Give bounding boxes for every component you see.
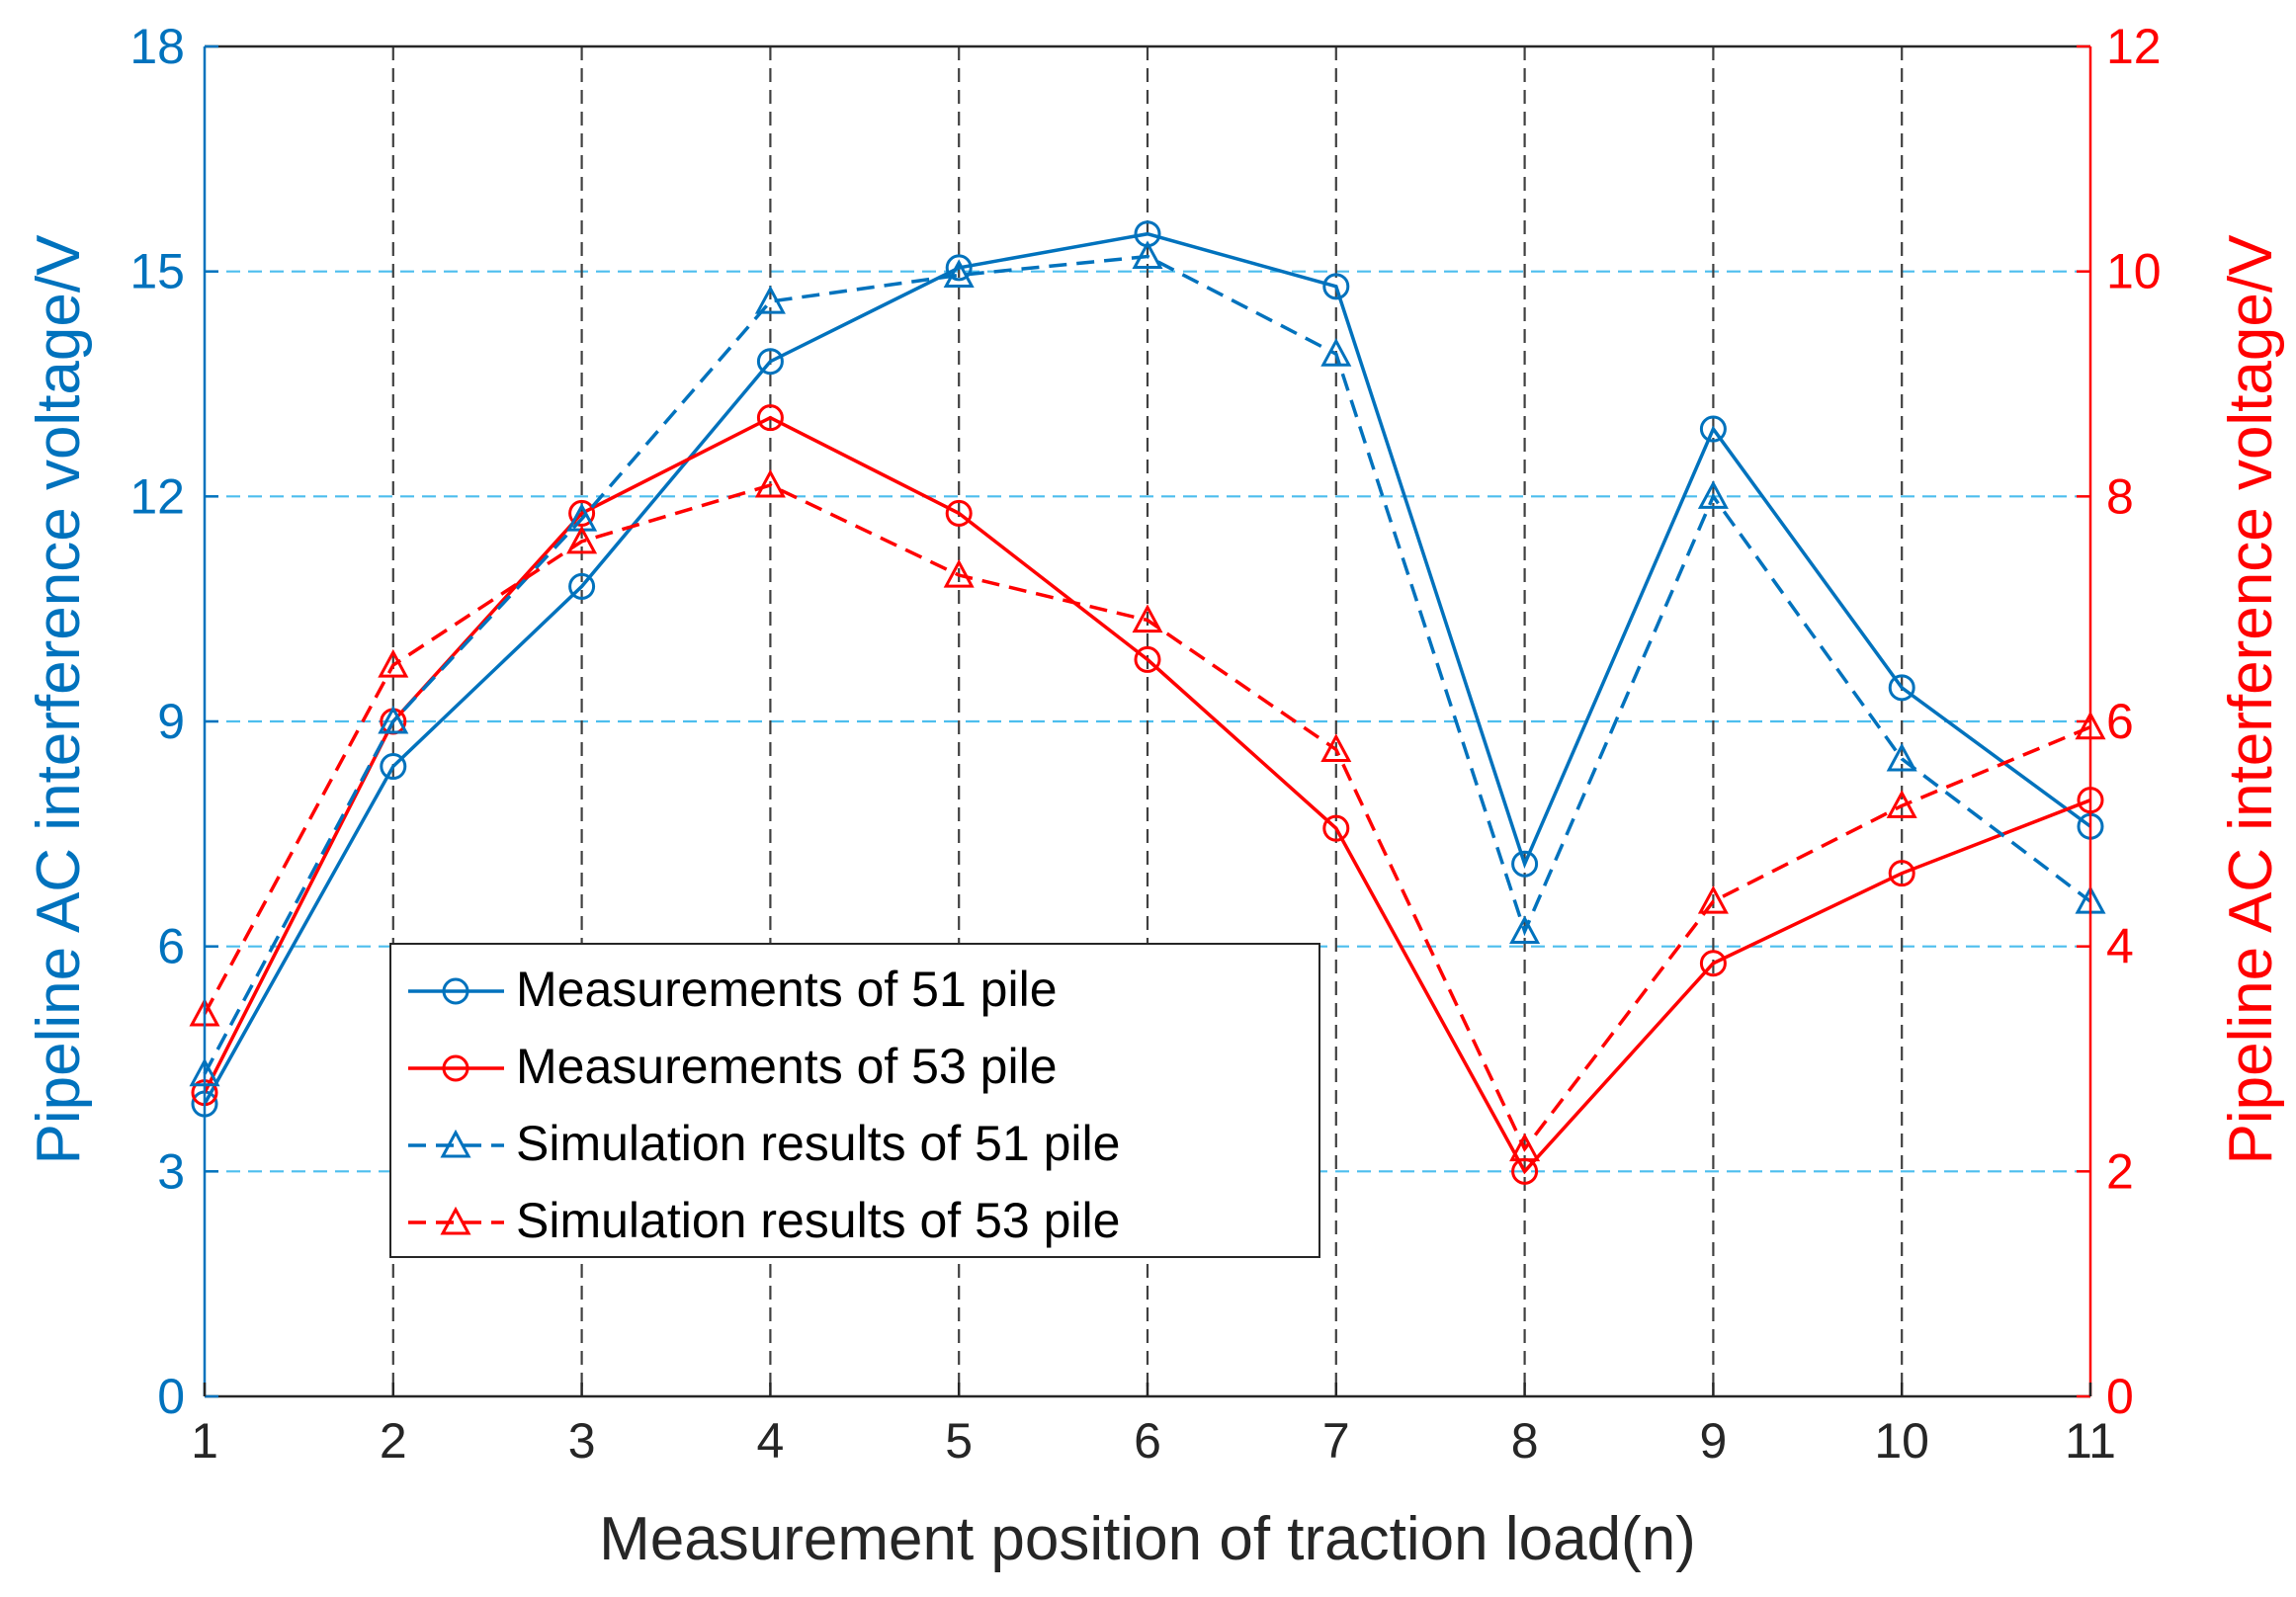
right-y-tick-label: 6	[2106, 694, 2134, 749]
data-point-circle	[1888, 674, 1915, 702]
data-point-circle	[945, 499, 973, 527]
x-tick-label: 3	[568, 1413, 596, 1469]
legend-label: Measurements of 53 pile	[516, 1039, 1058, 1094]
data-point-circle	[568, 572, 596, 600]
data-point-circle	[1699, 950, 1727, 977]
right-y-axis-label: Pipeline AC interference voltage/V	[2217, 234, 2285, 1165]
legend-item: Measurements of 53 pile	[408, 1039, 1058, 1094]
x-tick-label: 8	[1511, 1413, 1539, 1469]
data-point-triangle	[1509, 1133, 1541, 1162]
legend-swatch-measured-51	[408, 977, 504, 1005]
data-point-triangle	[1509, 915, 1541, 945]
x-tick-label: 4	[756, 1413, 784, 1469]
data-point-triangle	[943, 259, 975, 289]
data-point-triangle	[1132, 604, 1163, 633]
right-y-tick-label: 8	[2106, 468, 2134, 524]
x-tick-label: 6	[1134, 1413, 1161, 1469]
x-tick-label: 10	[1874, 1413, 1929, 1469]
x-tick-label: 9	[1699, 1413, 1727, 1469]
left-y-tick-label: 15	[129, 244, 185, 299]
data-point-circle	[568, 499, 596, 527]
series-line	[203, 254, 2092, 1075]
legend-marker-circle	[442, 1054, 469, 1082]
data-point-triangle	[943, 558, 975, 588]
legend-marker-circle	[442, 977, 469, 1005]
series-1	[191, 220, 2104, 1118]
x-tick-label: 11	[2065, 1413, 2116, 1469]
data-point-circle	[380, 753, 407, 781]
data-point-circle	[1511, 850, 1539, 878]
right-y-tick-label: 10	[2106, 244, 2162, 299]
series-line	[203, 231, 2092, 1105]
data-point-circle	[756, 348, 784, 376]
data-point-triangle	[754, 285, 786, 314]
x-tick-label: 1	[191, 1413, 218, 1469]
data-point-circle	[1322, 814, 1350, 842]
left-y-tick-label: 0	[157, 1369, 185, 1424]
legend: Measurements of 51 pile Measurements of …	[389, 943, 1320, 1258]
series-layer	[189, 220, 2106, 1185]
legend-swatch-measured-53	[408, 1054, 504, 1082]
series-line	[203, 483, 2091, 1152]
left-y-tick-label: 12	[129, 468, 185, 524]
series-line	[203, 415, 2091, 1175]
right-y-tick-label: 12	[2106, 19, 2162, 74]
data-point-triangle	[754, 468, 786, 498]
data-point-triangle	[1320, 733, 1352, 763]
data-point-triangle	[566, 525, 598, 554]
data-point-triangle	[1886, 790, 1917, 818]
legend-swatch-simulated-51	[408, 1129, 504, 1158]
left-y-axis-label: Pipeline AC interference voltage/V	[25, 234, 93, 1165]
right-y-tick-label: 0	[2106, 1369, 2134, 1424]
x-tick-label: 2	[380, 1413, 407, 1469]
left-y-tick-label: 3	[157, 1143, 185, 1199]
right-y-tick-label: 4	[2106, 919, 2134, 974]
data-point-triangle	[1886, 742, 1917, 772]
series-4	[189, 468, 2106, 1162]
legend-label: Simulation results of 53 pile	[516, 1193, 1120, 1248]
data-point-circle	[1134, 645, 1161, 673]
data-point-circle	[945, 254, 973, 282]
data-point-triangle	[1132, 240, 1163, 270]
x-tick-label: 5	[945, 1413, 973, 1469]
legend-marker-triangle	[440, 1129, 471, 1158]
x-axis-label: Measurement position of traction load(n)	[599, 1505, 1696, 1573]
legend-box	[389, 943, 1320, 1258]
legend-label: Measurements of 51 pile	[516, 962, 1058, 1017]
left-y-tick-label: 18	[129, 19, 185, 74]
data-point-circle	[1322, 273, 1350, 300]
data-point-triangle	[1697, 884, 1729, 914]
axes	[203, 44, 2092, 1398]
legend-item: Simulation results of 53 pile	[408, 1193, 1120, 1248]
legend-item: Measurements of 51 pile	[408, 962, 1058, 1017]
data-point-circle	[1888, 860, 1915, 887]
data-point-circle	[756, 404, 784, 432]
left-y-tick-label: 6	[157, 919, 185, 974]
data-point-triangle	[1320, 337, 1352, 367]
data-point-triangle	[378, 648, 409, 678]
left-y-tick-label: 9	[157, 694, 185, 749]
legend-item: Simulation results of 51 pile	[408, 1116, 1120, 1171]
data-point-triangle	[1697, 480, 1729, 509]
legend-marker-triangle	[440, 1206, 471, 1235]
data-point-triangle	[378, 705, 409, 734]
x-tick-label: 7	[1322, 1413, 1350, 1469]
data-point-circle	[1699, 415, 1727, 443]
legend-swatch-simulated-53	[408, 1206, 504, 1235]
legend-label: Simulation results of 51 pile	[516, 1116, 1120, 1171]
right-y-tick-label: 2	[2106, 1143, 2134, 1199]
